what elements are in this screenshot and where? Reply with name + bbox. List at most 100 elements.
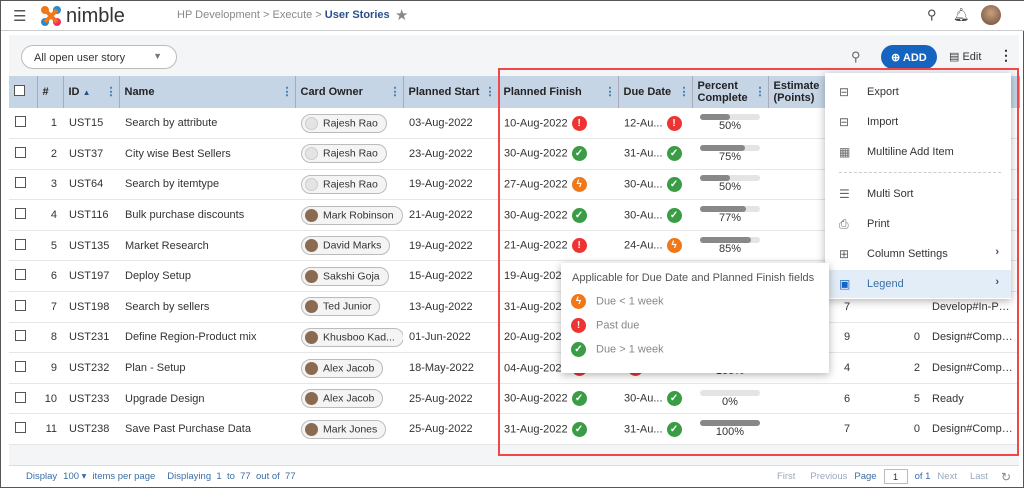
story-id[interactable]: UST37 [63, 138, 119, 170]
column-menu-icon[interactable]: ⋮ [281, 86, 293, 98]
table-row[interactable]: 9 UST232 Plan - Setup Alex Jacob 18-May-… [9, 352, 1019, 384]
menu-item-multiline-add-item[interactable]: ▦ Multiline Add Item [825, 138, 1011, 166]
table-row[interactable]: 1 UST15 Search by attribute Rajesh Rao 0… [9, 108, 1019, 140]
story-id[interactable]: UST233 [63, 383, 119, 415]
story-name[interactable]: Save Past Purchase Data [119, 413, 295, 446]
story-name[interactable]: City wise Best Sellers [119, 138, 295, 170]
view-selector[interactable]: All open user story ▼ [21, 45, 177, 69]
column-header[interactable]: Planned Start ⋮ [403, 76, 499, 108]
story-name[interactable]: Deploy Setup [119, 260, 295, 293]
add-button[interactable]: ⊕ ADD [881, 45, 937, 69]
first-page-link[interactable]: First [776, 471, 796, 482]
menu-item-column-settings[interactable]: ⊞ Column Settings › [825, 240, 1011, 268]
select-all-checkbox[interactable] [14, 85, 25, 96]
refresh-icon[interactable]: ↻ [1000, 469, 1011, 484]
favorite-star-icon[interactable]: ★ [395, 7, 409, 24]
card-owner-chip[interactable]: David Marks [301, 236, 391, 256]
row-checkbox[interactable] [15, 330, 26, 342]
column-header[interactable]: # [37, 76, 64, 108]
table-row[interactable]: 3 UST64 Search by itemtype Rajesh Rao 19… [9, 169, 1019, 201]
column-menu-icon[interactable]: ⋮ [754, 86, 766, 98]
menu-item-print[interactable]: ⎙ Print [825, 210, 1011, 238]
column-header[interactable]: Percent Complete ⋮ [692, 76, 769, 108]
column-menu-icon[interactable]: ⋮ [484, 86, 496, 98]
select-all-header [9, 76, 38, 108]
page-size-select[interactable]: 100 ▾ [63, 471, 87, 482]
edit-button[interactable]: ▤ Edit [949, 50, 981, 63]
card-owner-chip[interactable]: Mark Jones [301, 419, 387, 439]
story-id[interactable]: UST231 [63, 322, 119, 354]
story-name[interactable]: Upgrade Design [119, 383, 295, 415]
column-menu-icon[interactable]: ⋮ [389, 86, 401, 98]
card-owner-chip[interactable]: Mark Robinson [301, 205, 403, 225]
row-checkbox[interactable] [15, 361, 26, 373]
row-number: 1 [37, 108, 63, 140]
story-name[interactable]: Bulk purchase discounts [119, 199, 295, 231]
story-name[interactable]: Define Region-Product mix [119, 322, 295, 354]
hamburger-menu-icon[interactable]: ☰ [13, 8, 27, 25]
column-header[interactable]: Planned Finish ⋮ [498, 76, 619, 108]
column-menu-icon[interactable]: ⋮ [604, 86, 616, 98]
check-circle-icon: ✓ [666, 176, 682, 192]
breadcrumb-execute[interactable]: Execute [272, 9, 313, 21]
column-header[interactable]: Name ⋮ [119, 76, 296, 108]
global-search-icon[interactable]: ⚲ [927, 7, 937, 22]
row-checkbox[interactable] [15, 146, 26, 158]
menu-item-import[interactable]: ⊟ Import [825, 108, 1011, 136]
story-name[interactable]: Market Research [119, 230, 295, 262]
card-owner-chip[interactable]: Khusboo Kad... [301, 327, 403, 347]
user-avatar[interactable] [981, 5, 1001, 25]
row-checkbox[interactable] [15, 299, 26, 311]
story-id[interactable]: UST15 [63, 108, 119, 140]
card-owner-chip[interactable]: Rajesh Rao [301, 144, 387, 164]
search-icon[interactable]: ⚲ [851, 49, 861, 64]
menu-item-multi-sort[interactable]: ☰ Multi Sort [825, 180, 1011, 208]
owner-name: Rajesh Rao [323, 116, 378, 129]
row-checkbox[interactable] [15, 116, 26, 128]
column-menu-icon[interactable]: ⋮ [678, 86, 690, 98]
logo[interactable]: nimble [39, 4, 125, 28]
sort-ascending-icon[interactable]: ▲ [82, 87, 91, 97]
last-page-link[interactable]: Last [969, 471, 988, 482]
row-checkbox[interactable] [15, 422, 26, 434]
table-row[interactable]: 10 UST233 Upgrade Design Alex Jacob 25-A… [9, 383, 1019, 415]
card-owner-chip[interactable]: Rajesh Rao [301, 174, 387, 194]
next-page-link[interactable]: Next [937, 471, 957, 482]
card-owner-chip[interactable]: Rajesh Rao [301, 113, 387, 133]
notification-bell-icon[interactable]: 🔔︎ [953, 7, 970, 22]
story-id[interactable]: UST238 [63, 413, 119, 446]
column-menu-icon[interactable]: ⋮ [105, 86, 117, 98]
table-row[interactable]: 8 UST231 Define Region-Product mix Khusb… [9, 322, 1019, 354]
row-checkbox[interactable] [15, 269, 26, 281]
menu-item-export[interactable]: ⊟ Export [825, 78, 1011, 106]
story-name[interactable]: Plan - Setup [119, 352, 295, 384]
breadcrumb-project[interactable]: HP Development [177, 9, 260, 21]
more-options-icon[interactable]: ⋮ [999, 47, 1013, 63]
card-owner-chip[interactable]: Alex Jacob [301, 389, 384, 409]
story-id[interactable]: UST198 [63, 291, 119, 323]
story-id[interactable]: UST232 [63, 352, 119, 384]
previous-page-link[interactable]: Previous [810, 471, 848, 482]
column-header[interactable]: Due Date ⋮ [618, 76, 693, 108]
story-name[interactable]: Search by sellers [119, 291, 295, 323]
planned-start: 19-Aug-2022 [403, 230, 498, 262]
story-id[interactable]: UST197 [63, 260, 119, 293]
story-name[interactable]: Search by attribute [119, 108, 295, 140]
menu-item-legend[interactable]: ▣ Legend › [825, 270, 1011, 298]
page-number-input[interactable]: 1 [883, 469, 908, 484]
card-owner-chip[interactable]: Ted Junior [301, 297, 381, 317]
card-owner-chip[interactable]: Alex Jacob [301, 358, 384, 378]
story-id[interactable]: UST64 [63, 169, 119, 201]
story-id[interactable]: UST116 [63, 199, 119, 231]
story-id[interactable]: UST135 [63, 230, 119, 262]
row-checkbox[interactable] [15, 177, 26, 189]
row-checkbox[interactable] [15, 208, 26, 220]
table-row[interactable]: 11 UST238 Save Past Purchase Data Mark J… [9, 413, 1019, 446]
row-checkbox[interactable] [15, 238, 26, 250]
table-row[interactable]: 4 UST116 Bulk purchase discounts Mark Ro… [9, 199, 1019, 231]
row-checkbox[interactable] [15, 391, 26, 403]
card-owner-chip[interactable]: Sakshi Goja [301, 266, 389, 286]
story-name[interactable]: Search by itemtype [119, 169, 295, 201]
column-header[interactable]: ID ▲ ⋮ [63, 76, 120, 108]
column-header[interactable]: Card Owner ⋮ [295, 76, 404, 108]
